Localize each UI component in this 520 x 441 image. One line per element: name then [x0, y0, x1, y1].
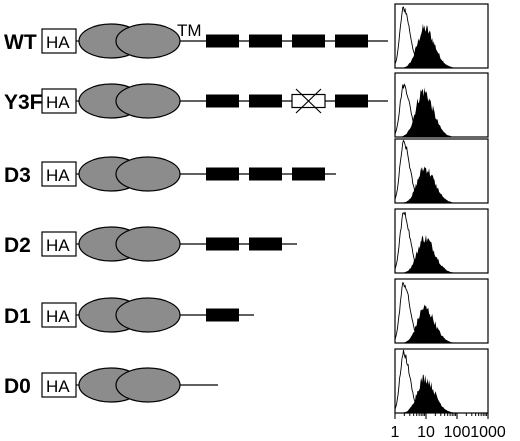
histogram-panel-frame — [394, 348, 489, 414]
stained-histogram — [395, 234, 488, 273]
extracellular-domain-2 — [115, 156, 181, 192]
construct-label-d0: D0 — [4, 375, 31, 398]
cytoplasmic-motif-block — [335, 34, 368, 48]
cytoplasmic-motif-block — [249, 237, 282, 251]
axis-tick-label-1: 1 — [391, 424, 400, 441]
ha-tag-label: HA — [46, 93, 70, 112]
ha-tag-label: HA — [46, 33, 70, 52]
ha-tag-label: HA — [46, 236, 70, 255]
construct-label-d2: D2 — [4, 234, 31, 257]
ha-tag-box — [41, 28, 77, 54]
control-histogram — [394, 139, 488, 204]
cytoplasmic-motif-block — [206, 308, 239, 322]
extracellular-domain-2 — [115, 83, 181, 119]
ha-tag-label: HA — [46, 166, 70, 185]
extracellular-domain-2 — [115, 367, 181, 403]
histogram-panel-frame — [394, 138, 489, 204]
mutation-cross-stroke — [295, 88, 322, 114]
axis-tick-label-1000: 1000 — [470, 424, 506, 441]
construct-label-d3: D3 — [4, 164, 31, 187]
ha-tag-label: HA — [46, 307, 70, 326]
control-histogram — [394, 281, 488, 344]
cytoplasmic-motif-block — [292, 167, 325, 181]
ha-tag-label: HA — [46, 377, 70, 396]
extracellular-domain-2 — [115, 297, 181, 333]
histogram-panel-frame — [394, 3, 489, 69]
extracellular-domain-2 — [115, 226, 181, 262]
cytoplasmic-motif-block — [249, 94, 282, 108]
construct-label-y3f: Y3F — [4, 91, 43, 114]
histogram-panel-frame — [394, 208, 489, 274]
cytoplasmic-motif-block — [206, 34, 239, 48]
cytoplasmic-motif-block — [249, 167, 282, 181]
ha-tag-box — [41, 161, 77, 187]
histogram-panel-frame — [394, 278, 489, 344]
control-histogram — [394, 349, 488, 414]
extracellular-domain-2 — [115, 23, 181, 59]
cytoplasmic-motif-block — [206, 94, 239, 108]
histogram-panel-frame — [394, 72, 489, 138]
cytoplasmic-motif-block — [249, 34, 282, 48]
axis-tick-label-10: 10 — [417, 424, 435, 441]
control-histogram — [394, 6, 488, 69]
cytoplasmic-motif-block — [292, 34, 325, 48]
tm-label: TM — [177, 21, 202, 40]
cytoplasmic-motif-block — [206, 167, 239, 181]
control-histogram — [394, 211, 488, 274]
cytoplasmic-motif-block — [335, 94, 368, 108]
construct-label-wt: WT — [4, 31, 37, 54]
stained-histogram — [395, 304, 488, 343]
stained-histogram — [395, 87, 488, 137]
cytoplasmic-motif-block — [206, 237, 239, 251]
ha-tag-box — [41, 231, 77, 257]
axis-tick-label-100: 100 — [444, 424, 471, 441]
construct-label-d1: D1 — [4, 305, 31, 328]
stained-histogram — [395, 23, 488, 68]
stained-histogram — [395, 374, 488, 413]
stained-histogram — [395, 166, 488, 203]
